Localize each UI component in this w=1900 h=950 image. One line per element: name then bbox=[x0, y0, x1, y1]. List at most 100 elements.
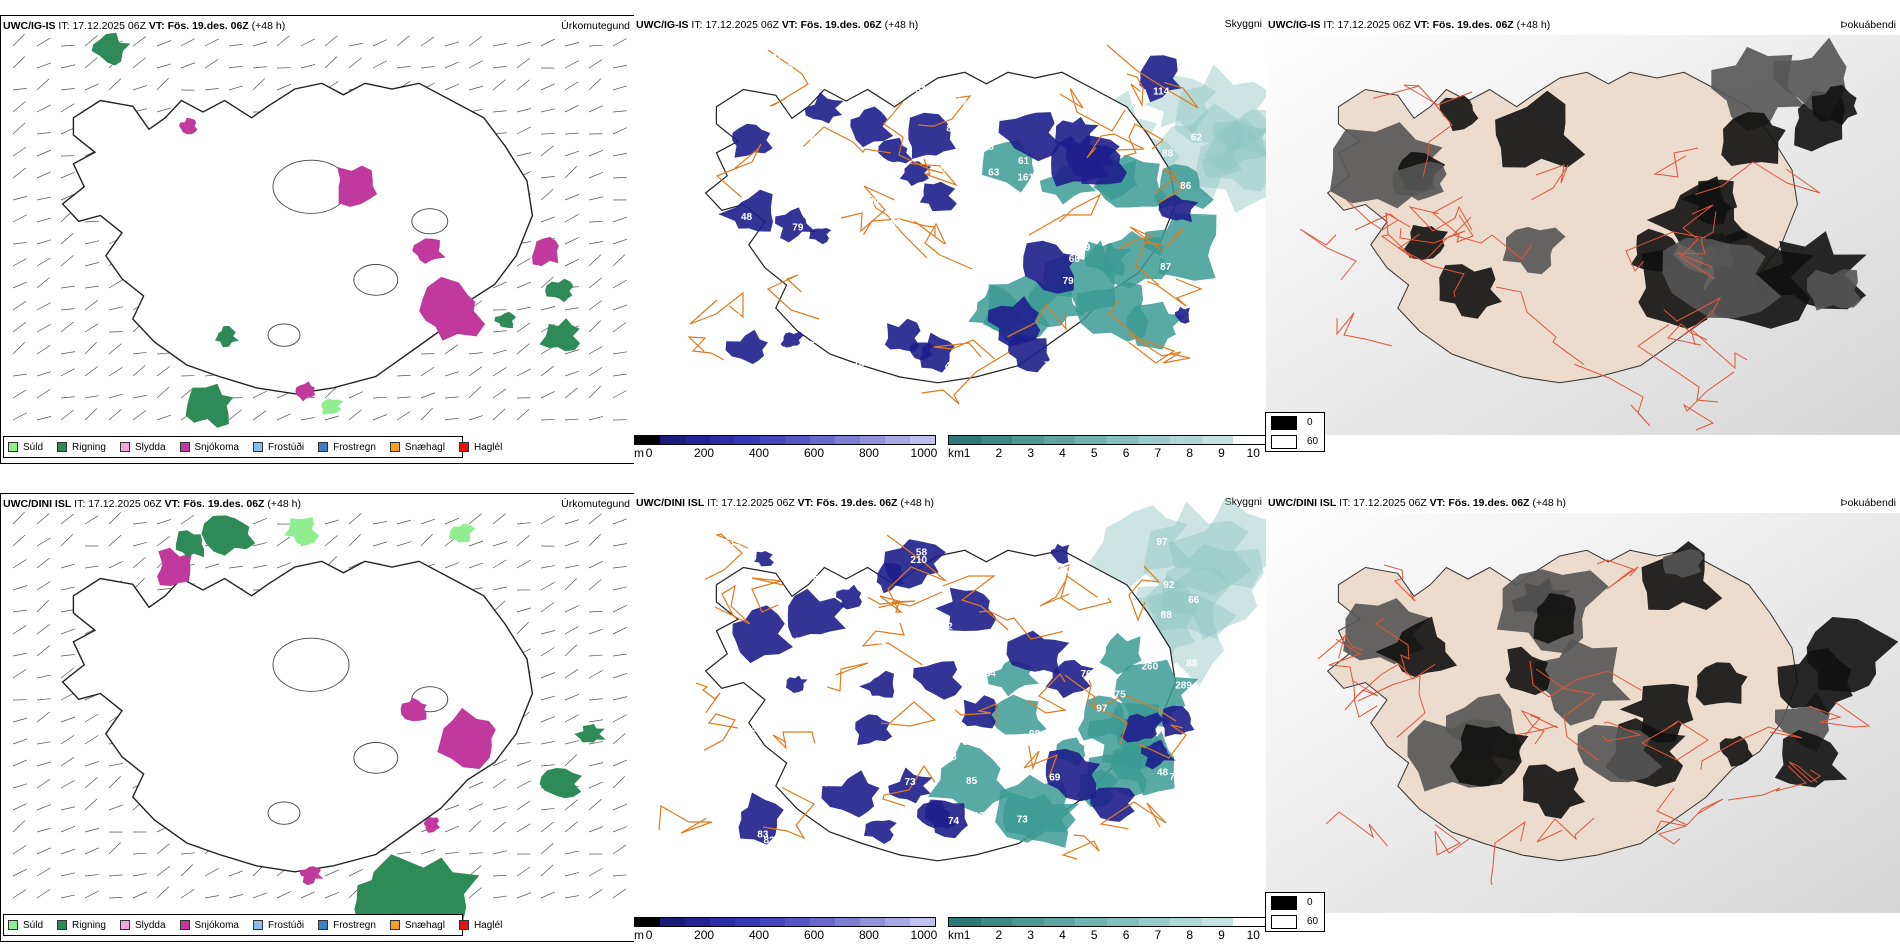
cloudbase-label: 78 bbox=[899, 272, 911, 283]
road bbox=[687, 336, 725, 361]
wind-barb bbox=[156, 843, 170, 855]
road bbox=[1682, 371, 1735, 431]
legend-label: Haglél bbox=[473, 919, 503, 931]
wind-barb bbox=[228, 43, 243, 47]
wind-barb bbox=[132, 522, 147, 525]
cloudbase-label: 54 bbox=[892, 64, 904, 75]
road bbox=[1328, 638, 1362, 704]
wind-barb bbox=[564, 714, 579, 723]
wind-barb bbox=[564, 387, 578, 399]
road bbox=[1126, 73, 1144, 108]
road bbox=[1655, 820, 1687, 845]
wind-barb bbox=[60, 780, 75, 789]
wind-barb bbox=[12, 373, 27, 377]
cloudbase-label: 92 bbox=[890, 351, 902, 362]
road bbox=[913, 220, 973, 270]
road bbox=[1602, 721, 1642, 742]
precip-legend-igis: Súld Rigning Slydda Snjókoma Frostúði Frostre… bbox=[3, 436, 502, 458]
field-patch bbox=[859, 670, 895, 698]
field-patch bbox=[725, 329, 768, 365]
cloudbase-label: 299 bbox=[934, 535, 951, 546]
wind-barb bbox=[84, 735, 99, 745]
road bbox=[1637, 324, 1719, 403]
wind-barb bbox=[156, 77, 169, 91]
field-patch bbox=[917, 800, 956, 829]
wind-barb bbox=[444, 851, 459, 855]
legend-item-0: Súld bbox=[8, 920, 43, 931]
wind-barb bbox=[36, 371, 52, 377]
wind-barb bbox=[36, 196, 52, 201]
wind-barb bbox=[60, 44, 75, 47]
wind-barb bbox=[132, 85, 148, 91]
wind-barb bbox=[252, 390, 267, 399]
wind-barb bbox=[540, 764, 555, 767]
cloudbase-label: 210 bbox=[910, 555, 927, 566]
field-patch bbox=[1695, 662, 1748, 706]
wind-barb bbox=[444, 344, 459, 355]
wind-barb bbox=[492, 559, 507, 569]
cloudbase-label: 44 bbox=[945, 361, 957, 372]
wind-barb bbox=[84, 890, 99, 899]
cloudbase-label: 113 bbox=[925, 317, 942, 328]
cloudbase-label: 125 bbox=[724, 313, 741, 324]
wind-barb bbox=[252, 564, 268, 569]
colorbar-step bbox=[710, 918, 735, 926]
field-patch bbox=[1088, 505, 1193, 589]
wind-barb bbox=[156, 107, 172, 113]
colorbar-step bbox=[1106, 918, 1139, 926]
colorbar-step bbox=[949, 918, 981, 926]
wind-barb bbox=[612, 152, 628, 157]
wind-barb bbox=[60, 513, 74, 525]
wind-barb bbox=[492, 541, 508, 547]
wind-barb bbox=[348, 534, 361, 547]
fog-legend-igis: 0 60 bbox=[1265, 412, 1325, 452]
wind-barb bbox=[156, 40, 172, 47]
legend-swatch bbox=[318, 442, 329, 452]
field-patch bbox=[201, 515, 256, 556]
field-patch bbox=[732, 605, 793, 664]
wind-barb bbox=[36, 645, 50, 657]
wind-barb bbox=[36, 889, 51, 899]
wind-barb bbox=[36, 778, 51, 789]
field-patch bbox=[780, 331, 804, 348]
field-patch bbox=[718, 189, 773, 232]
wind-barb bbox=[612, 696, 628, 701]
wind-barb bbox=[60, 193, 75, 201]
wind-barb bbox=[564, 821, 578, 833]
wind-barb bbox=[588, 889, 603, 899]
legend-item-1: Rigning bbox=[57, 920, 106, 931]
wind-barb bbox=[564, 519, 580, 525]
field-patch bbox=[1090, 787, 1136, 822]
field-patch bbox=[836, 584, 862, 610]
field-patch bbox=[1404, 224, 1449, 260]
wind-barb bbox=[60, 825, 76, 833]
wind-barb bbox=[612, 776, 625, 789]
wind-barb bbox=[516, 79, 530, 91]
road bbox=[762, 787, 815, 840]
cloudbase-label: 120 bbox=[1154, 363, 1171, 374]
wind-barb bbox=[12, 609, 27, 613]
legend-item-3: Snjókoma bbox=[179, 920, 239, 931]
wind-barb bbox=[60, 756, 75, 767]
colorbar-tick-label: 2 bbox=[995, 928, 1003, 942]
wind-barb bbox=[12, 122, 26, 135]
road bbox=[703, 713, 739, 751]
road bbox=[1039, 564, 1070, 607]
road bbox=[689, 291, 744, 325]
fog-legend-row: 0 bbox=[1266, 893, 1324, 912]
cloudbase-label: 72 bbox=[942, 621, 954, 632]
colorbar-step bbox=[860, 918, 885, 926]
road bbox=[921, 351, 1011, 405]
wind-barb bbox=[348, 42, 364, 47]
wind-barb bbox=[348, 513, 362, 525]
road bbox=[1695, 161, 1821, 195]
wind-barb bbox=[492, 65, 507, 69]
field-patch bbox=[1201, 126, 1266, 192]
wind-barb bbox=[468, 60, 483, 69]
cloudbase-label: 156 bbox=[1087, 575, 1104, 586]
road bbox=[1452, 216, 1533, 260]
wind-barb bbox=[108, 874, 123, 877]
cloudbase-label: 88 bbox=[1162, 148, 1174, 159]
wind-barb bbox=[540, 565, 555, 569]
wind-barb bbox=[492, 79, 506, 91]
